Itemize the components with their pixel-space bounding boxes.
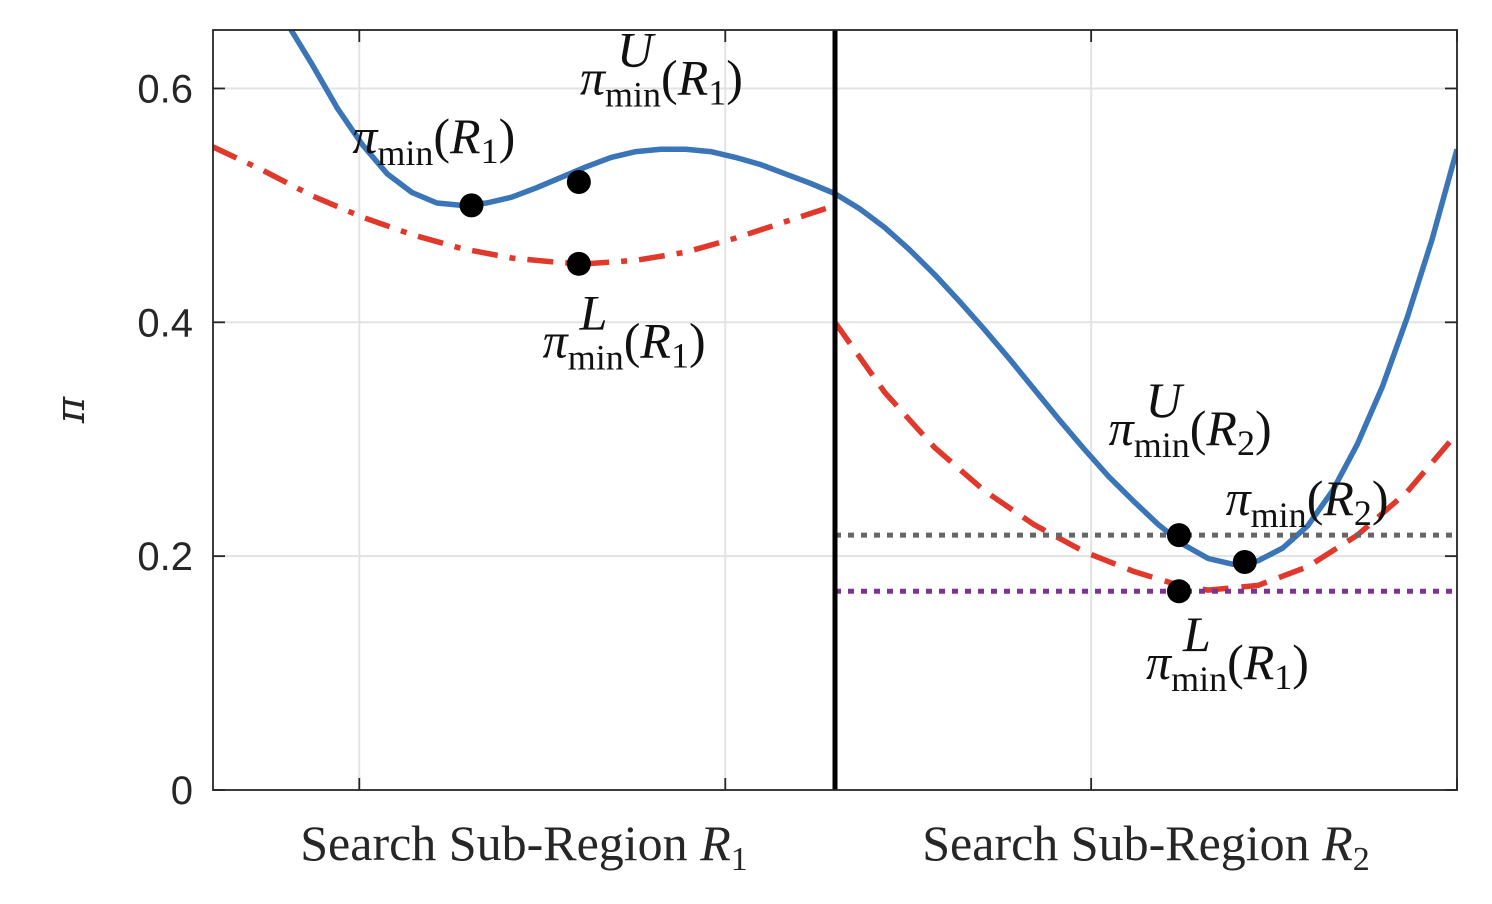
annotation-4: πmin(R2) bbox=[1226, 470, 1389, 535]
annotation-arg-index: 2 bbox=[1354, 493, 1372, 533]
annotation-open-paren: ( bbox=[1190, 400, 1207, 456]
y-axis-label: π bbox=[48, 396, 94, 424]
annotation-arg: R bbox=[1243, 634, 1275, 690]
annotation-close-paren: ) bbox=[1255, 400, 1272, 456]
annotation-text: πmin(R1) bbox=[352, 108, 515, 173]
data-point-4 bbox=[1232, 550, 1257, 574]
annotation-arg: R bbox=[1205, 400, 1237, 456]
region-label-2: Search Sub-Region R2 bbox=[922, 815, 1369, 878]
plot-frame bbox=[212, 29, 1458, 791]
annotation-symbol: π bbox=[352, 108, 379, 164]
region-label-text: Search Sub-Region bbox=[922, 815, 1322, 871]
data-point-2 bbox=[566, 251, 591, 276]
annotation-open-paren: ( bbox=[1227, 634, 1244, 690]
annotation-open-paren: ( bbox=[433, 108, 450, 164]
annotation-arg-index: 2 bbox=[1237, 423, 1255, 463]
data-point-1 bbox=[566, 170, 591, 194]
annotation-symbol: π bbox=[1226, 470, 1253, 526]
region-label-symbol: R bbox=[699, 815, 731, 871]
data-point-0 bbox=[459, 193, 484, 218]
annotation-open-paren: ( bbox=[661, 49, 678, 105]
annotation-0: πmin(R1) bbox=[352, 108, 515, 173]
annotation-subscript: min bbox=[1251, 495, 1307, 535]
annotation-text: πmin(R1) bbox=[543, 312, 706, 377]
y-tick-label-1: 0.2 bbox=[137, 535, 193, 579]
annotation-5: πmin(R1)L bbox=[1146, 606, 1309, 699]
axis-ticks: 0 0.2 0.4 0.6 bbox=[137, 30, 1458, 813]
series-line-1 bbox=[213, 144, 836, 267]
annotation-1: πmin(R1)U bbox=[580, 21, 743, 114]
y-tick-label-2: 0.4 bbox=[137, 301, 193, 345]
annotation-symbol: π bbox=[1146, 634, 1173, 690]
annotation-text: πmin(R2) bbox=[1109, 400, 1272, 465]
annotation-arg-index: 1 bbox=[708, 72, 726, 112]
annotation-text: πmin(R1) bbox=[1146, 634, 1309, 699]
annotation-arg: R bbox=[639, 312, 671, 368]
annotation-superscript: U bbox=[617, 21, 656, 77]
annotation-open-paren: ( bbox=[624, 312, 641, 368]
annotation-arg-index: 1 bbox=[671, 335, 689, 375]
annotation-arg: R bbox=[449, 108, 481, 164]
annotation-subscript: min bbox=[377, 133, 433, 173]
region-label-text: Search Sub-Region bbox=[300, 815, 700, 871]
annotation-symbol: π bbox=[580, 49, 607, 105]
annotation-subscript: min bbox=[568, 337, 624, 377]
annotation-superscript: L bbox=[1182, 606, 1211, 662]
series-line-0 bbox=[287, 30, 1457, 568]
annotation-arg-index: 1 bbox=[481, 131, 499, 171]
region-labels: Search Sub-Region R1 Search Sub-Region R2 bbox=[300, 815, 1369, 878]
annotation-close-paren: ) bbox=[1372, 470, 1389, 526]
data-points bbox=[459, 170, 1257, 604]
annotation-2: πmin(R1)L bbox=[543, 284, 706, 377]
annotation-close-paren: ) bbox=[1292, 634, 1309, 690]
annotation-text: πmin(R1) bbox=[580, 49, 743, 114]
annotation-arg-index: 1 bbox=[1274, 657, 1292, 697]
annotation-close-paren: ) bbox=[726, 49, 743, 105]
region-label-symbol: R bbox=[1321, 815, 1353, 871]
region-label-index: 2 bbox=[1353, 841, 1370, 878]
series-line-2 bbox=[832, 320, 1457, 593]
annotation-symbol: π bbox=[543, 312, 570, 368]
annotation-open-paren: ( bbox=[1307, 470, 1324, 526]
annotation-symbol: π bbox=[1109, 400, 1136, 456]
annotation-arg: R bbox=[677, 49, 709, 105]
annotation-close-paren: ) bbox=[499, 108, 516, 164]
annotation-subscript: min bbox=[605, 74, 661, 114]
region-label-index: 1 bbox=[731, 841, 748, 878]
data-point-5 bbox=[1166, 579, 1191, 604]
data-point-3 bbox=[1166, 523, 1191, 548]
y-tick-label-3: 0.6 bbox=[137, 67, 193, 111]
y-tick-label-0: 0 bbox=[171, 769, 193, 813]
annotation-3: πmin(R2)U bbox=[1109, 372, 1272, 465]
annotation-subscript: min bbox=[1171, 659, 1227, 699]
annotation-arg: R bbox=[1322, 470, 1354, 526]
annotation-close-paren: ) bbox=[689, 312, 706, 368]
annotation-text: πmin(R2) bbox=[1226, 470, 1389, 535]
annotations: πmin(R1)πmin(R1)Uπmin(R1)Lπmin(R2)Uπmin(… bbox=[352, 21, 1388, 699]
annotation-superscript: L bbox=[579, 284, 608, 340]
annotation-superscript: U bbox=[1146, 372, 1185, 428]
region-label-1: Search Sub-Region R1 bbox=[300, 815, 747, 878]
annotation-subscript: min bbox=[1134, 425, 1190, 465]
